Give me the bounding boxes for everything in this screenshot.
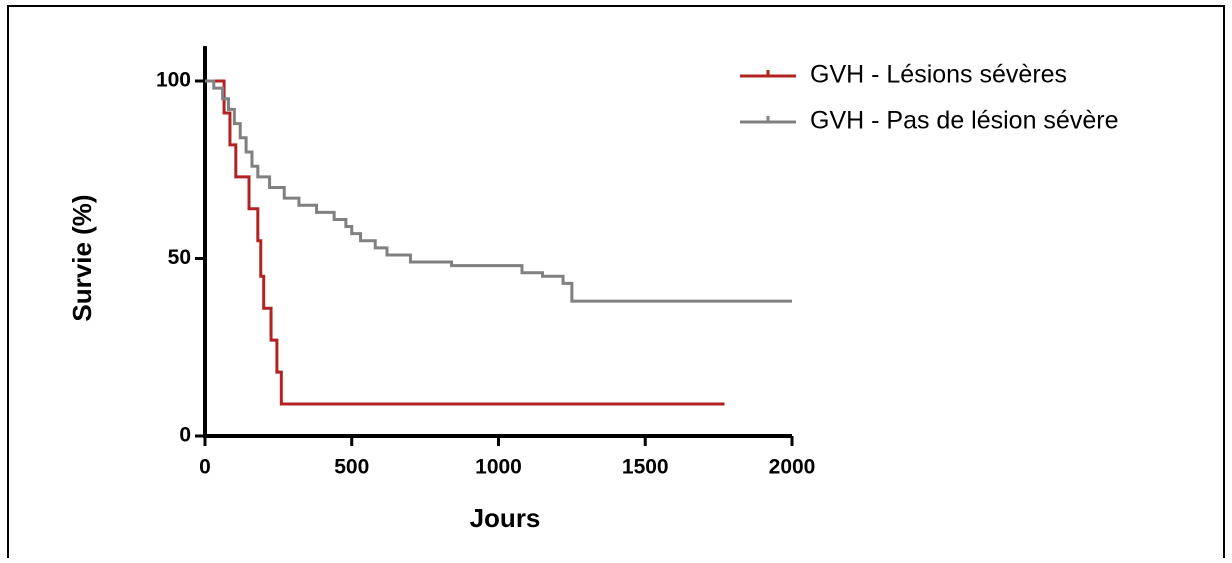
x-tick-label: 2000 xyxy=(769,456,816,479)
x-tick-label: 1000 xyxy=(475,456,522,479)
x-tick-label: 0 xyxy=(199,456,211,479)
survival-line xyxy=(205,79,725,406)
x-tick-label: 1500 xyxy=(622,456,669,479)
frame xyxy=(7,5,1225,563)
legend-label: GVH - Lésions sévères xyxy=(810,61,1067,89)
legend-label: GVH - Pas de lésion sévère xyxy=(810,107,1118,135)
survival-line xyxy=(205,79,792,303)
x-tick-label: 500 xyxy=(334,456,369,479)
y-tick-label: 0 xyxy=(179,424,191,447)
y-axis-label: Survie (%) xyxy=(67,194,97,321)
y-tick-label: 100 xyxy=(156,69,191,92)
x-axis-label: Jours xyxy=(470,503,541,533)
y-tick-label: 50 xyxy=(168,246,191,269)
